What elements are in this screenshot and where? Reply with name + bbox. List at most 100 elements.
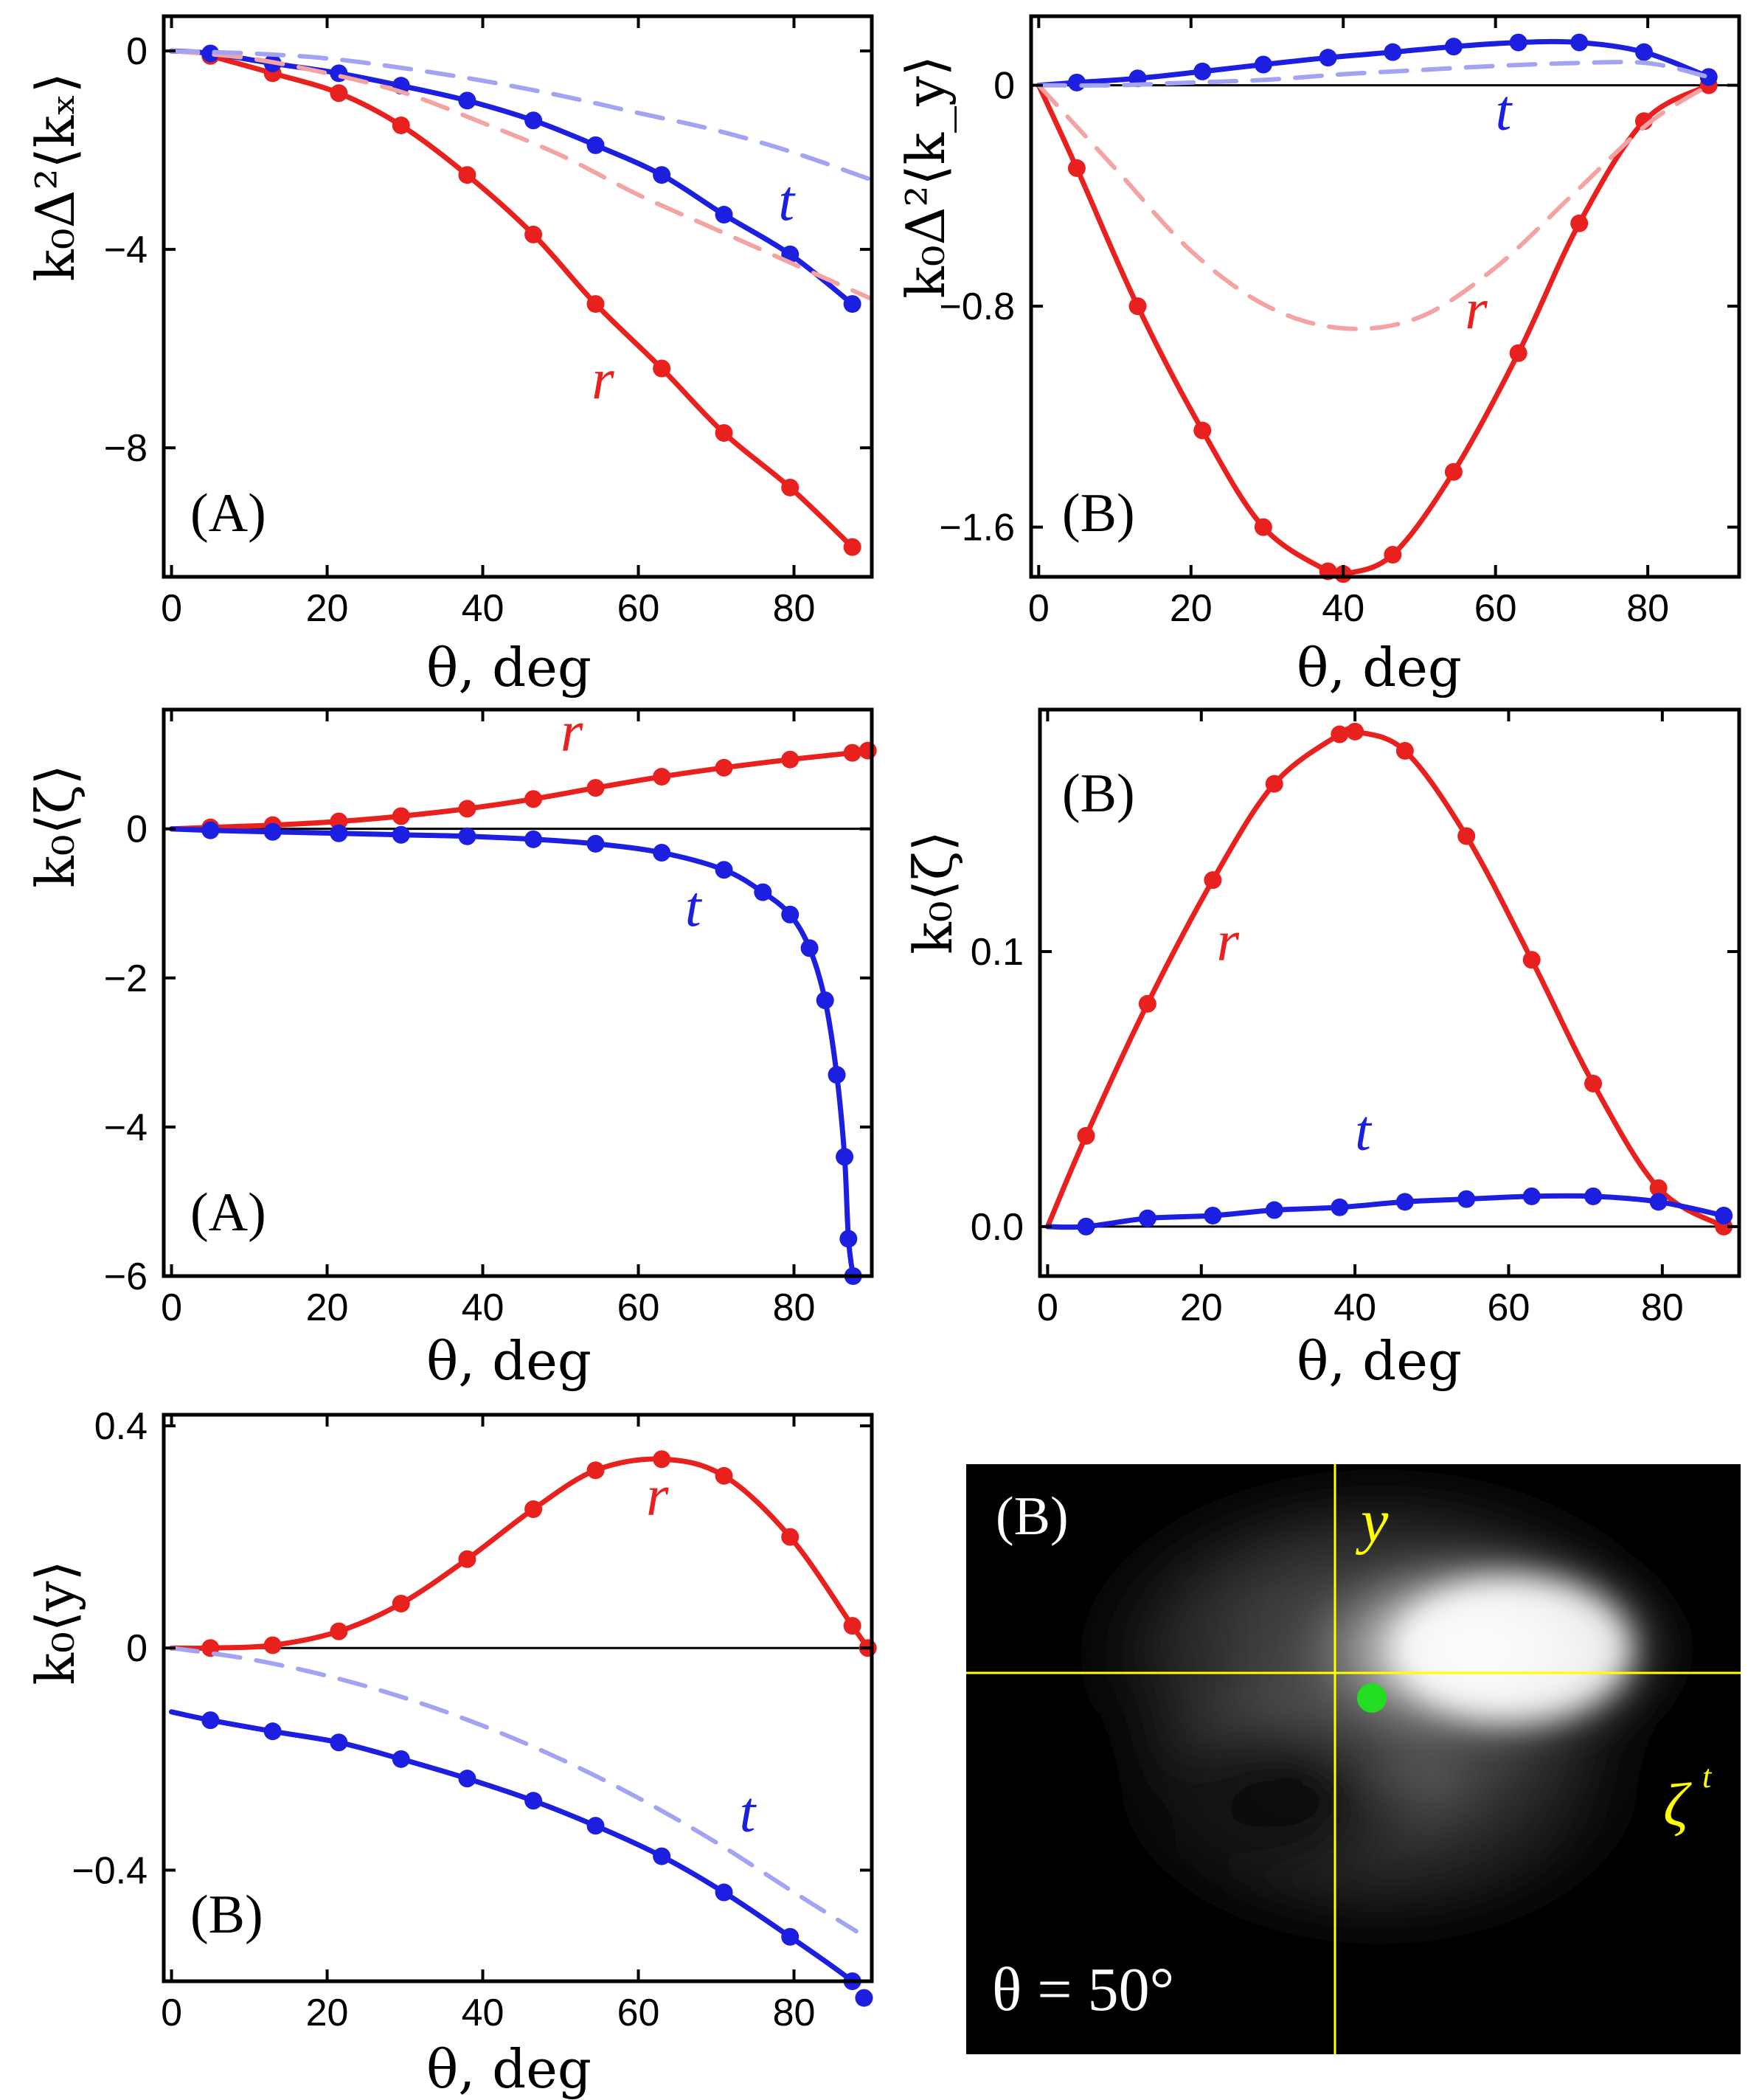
panel-zeta-a: rt0 20 40 60 800−2−4−6 k₀⟨ζ⟩ θ, deg (A) — [24, 699, 877, 1392]
y-tick-label: −4 — [104, 229, 148, 271]
data-point-t — [586, 1817, 605, 1835]
panel-tag-ky: (B) — [1062, 483, 1135, 544]
panel-tag-map: (B) — [996, 1486, 1069, 1547]
centroid-dot — [1357, 1683, 1387, 1713]
x-tick-label: 80 — [773, 587, 816, 630]
data-point-r — [330, 84, 348, 103]
y-tick-label: 0 — [126, 30, 148, 73]
x-tick-label: 40 — [462, 1992, 504, 2034]
data-point-t — [1509, 33, 1527, 52]
data-point-r — [859, 741, 877, 760]
data-point-t — [843, 295, 861, 313]
data-point-r — [781, 750, 800, 769]
data-point-t — [1457, 1190, 1476, 1208]
data-point-t — [781, 905, 800, 923]
data-point-t — [201, 1711, 220, 1730]
data-point-t — [1395, 1193, 1414, 1211]
y-tick-label: −8 — [104, 427, 148, 470]
data-point-r — [458, 1550, 476, 1568]
ylabel-zeta-b: k₀⟨ζ⟩ — [902, 831, 964, 954]
data-point-t — [330, 824, 348, 842]
data-point-t — [1584, 1187, 1603, 1205]
y-tick-label: 0 — [993, 65, 1015, 108]
plot-frame — [1038, 707, 1741, 1278]
curve-label-t: t — [740, 1780, 757, 1844]
y-tick-label: 0.1 — [971, 931, 1024, 974]
series-line-t-approx — [1036, 60, 1711, 88]
data-point-t — [586, 834, 605, 853]
curve-label-r: r — [1217, 908, 1240, 972]
data-point-r — [1346, 722, 1364, 741]
x-tick-label: 80 — [773, 1286, 816, 1329]
data-point-t — [1444, 38, 1463, 56]
panel-kx: r t 0 20 40 60 80 0 −4 −8 k₀Δ²⟨kₓ⟩ θ, deg (A) — [24, 14, 874, 699]
y-axis-label: y — [1355, 1487, 1389, 1556]
data-point-t — [1522, 1187, 1541, 1205]
x-tick-label: 40 — [462, 1286, 504, 1329]
y-tick-label: 0 — [126, 808, 148, 851]
data-point-t — [1715, 1206, 1733, 1224]
data-point-r — [1265, 774, 1283, 793]
plot-frame — [162, 707, 874, 1278]
x-tick-label: 60 — [1488, 1286, 1530, 1329]
data-point-t — [1570, 33, 1589, 52]
data-point-r — [1138, 994, 1156, 1013]
x-tick-label: 20 — [306, 1286, 349, 1329]
data-point-t — [839, 1230, 858, 1248]
ylabel-kx: k₀Δ²⟨kₓ⟩ — [24, 72, 86, 282]
data-point-r — [1649, 1179, 1668, 1197]
data-point-t — [1193, 62, 1212, 80]
data-point-t — [330, 1733, 348, 1752]
data-point-t — [586, 136, 605, 154]
data-point-t — [1331, 1198, 1349, 1216]
data-point-r — [524, 790, 543, 808]
angle-annotation: θ = 50° — [992, 1955, 1174, 2024]
y-tick-label: 0.4 — [94, 1405, 148, 1448]
data-point-t — [828, 1066, 846, 1084]
data-point-t — [653, 844, 671, 862]
panel-zeta-b: r t 0 20 40 60 80 0.0 0.1 k₀⟨ζ⟩ θ, deg (B) — [902, 707, 1741, 1392]
curve-label-r: r — [592, 347, 614, 411]
data-point-t — [392, 825, 410, 844]
data-point-r — [715, 758, 733, 777]
data-point-t — [800, 939, 819, 957]
data-point-r — [1331, 725, 1349, 744]
curve-label-t: t — [1496, 77, 1513, 142]
data-point-r — [1193, 421, 1212, 440]
data-point-r — [392, 116, 410, 134]
series-line-r-approx — [1036, 83, 1711, 331]
x-tick-label: 20 — [1170, 587, 1213, 630]
data-point-t — [1077, 1217, 1095, 1236]
x-tick-label: 20 — [1180, 1286, 1223, 1329]
panel-y: r t 0 20 40 60 80 0.4 0 −0.4 k₀⟨y⟩ θ, deg (B) — [24, 1405, 877, 2100]
data-point-t — [524, 1792, 543, 1810]
data-point-t — [1649, 1193, 1668, 1211]
xlabel-y: θ, deg — [426, 2038, 592, 2100]
series-line-r — [1044, 726, 1727, 1230]
data-point-r — [1254, 518, 1272, 536]
series-line-t — [169, 1709, 856, 1981]
panel-tag-zeta-a: (A) — [190, 1182, 266, 1243]
data-point-t — [855, 1989, 873, 2007]
data-point-t — [524, 830, 543, 848]
data-point-r — [586, 1461, 605, 1480]
data-point-r — [843, 538, 861, 556]
data-point-t — [1384, 43, 1402, 61]
zeta-axis-superscript: t — [1702, 1758, 1713, 1795]
series-line-r-approx — [169, 49, 872, 302]
data-point-t — [263, 1722, 282, 1741]
ylabel-zeta-a: k₀⟨ζ⟩ — [24, 764, 86, 888]
y-tick-label: −0.8 — [939, 285, 1015, 328]
data-point-r — [458, 166, 476, 184]
xlabel-zeta-b: θ, deg — [1297, 1330, 1462, 1392]
data-point-t — [715, 206, 733, 224]
data-point-t — [715, 1883, 733, 1902]
data-point-r — [392, 807, 410, 825]
curve-label-t: t — [1355, 1098, 1373, 1162]
data-point-t — [1254, 55, 1272, 74]
plot-area-kx: r t 0 20 40 60 80 0 −4 −8 — [104, 14, 874, 630]
data-point-r — [715, 1466, 733, 1485]
y-tick-label: 0.0 — [971, 1206, 1024, 1249]
data-point-t — [263, 822, 282, 841]
data-point-r — [458, 800, 476, 818]
